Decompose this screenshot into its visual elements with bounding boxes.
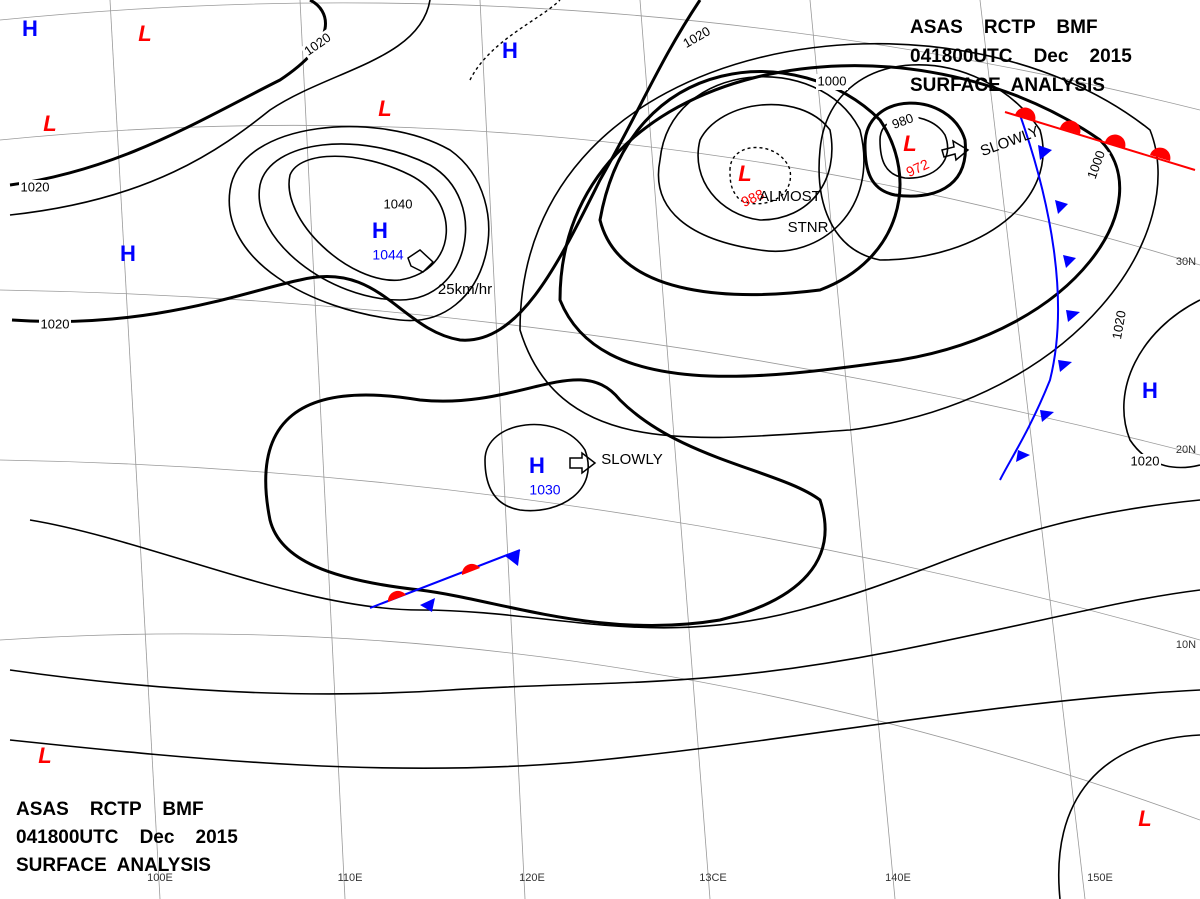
isobar-label: 1020 bbox=[41, 316, 70, 331]
isobars bbox=[9, 0, 1200, 899]
system-symbol: H bbox=[1142, 378, 1158, 403]
isobar-label-bg bbox=[300, 29, 336, 61]
header-line: SURFACE ANALYSIS bbox=[910, 75, 1105, 96]
latitude-label: 30N bbox=[1176, 256, 1196, 268]
system-pressure: 1030 bbox=[529, 482, 560, 498]
isobar-label: 1000 bbox=[818, 73, 847, 88]
annotation: ALMOST bbox=[759, 188, 821, 205]
system-symbol: L bbox=[43, 111, 56, 136]
latitude-label: 20N bbox=[1176, 444, 1196, 456]
system-pressure: 1044 bbox=[372, 247, 403, 263]
longitude-label: 100E bbox=[147, 872, 173, 884]
annotation: STNR bbox=[788, 219, 829, 236]
system-symbol: L bbox=[1138, 806, 1151, 831]
isobar-label-bg bbox=[1109, 307, 1131, 343]
longitude-label: 140E bbox=[885, 872, 911, 884]
system-symbol: L bbox=[903, 131, 916, 156]
isobar-label: 1040 bbox=[384, 196, 413, 211]
header-line: ASAS RCTP BMF bbox=[16, 799, 204, 820]
annotation: 25km/hr bbox=[438, 281, 492, 298]
longitude-label: 13CE bbox=[699, 872, 727, 884]
system-symbol: H bbox=[529, 453, 545, 478]
isobar-label: 1020 bbox=[21, 179, 50, 194]
longitude-label: 120E bbox=[519, 872, 545, 884]
header-line: 041800UTC Dec 2015 bbox=[16, 827, 238, 848]
isobar-label: 980 bbox=[890, 110, 916, 132]
longitude-label: 110E bbox=[338, 872, 363, 884]
latitude-label: 10N bbox=[1176, 639, 1196, 651]
fronts bbox=[369, 107, 1196, 612]
system-symbol: L bbox=[138, 21, 151, 46]
isobar-label-bg bbox=[39, 317, 71, 333]
motion-arrows bbox=[407, 139, 970, 475]
system-symbol: L bbox=[738, 161, 751, 186]
longitude-label: 150E bbox=[1087, 872, 1113, 884]
header-line: SURFACE ANALYSIS bbox=[16, 855, 211, 876]
system-symbol: H bbox=[22, 16, 38, 41]
system-symbol: H bbox=[120, 241, 136, 266]
header-line: 041800UTC Dec 2015 bbox=[910, 46, 1132, 67]
isobar-label: 1020 bbox=[1109, 309, 1129, 340]
system-symbol: H bbox=[502, 38, 518, 63]
isobar-label: 1020 bbox=[1131, 453, 1160, 468]
isobar-label-bg bbox=[382, 197, 414, 213]
system-symbol: L bbox=[38, 743, 51, 768]
header-line: ASAS RCTP BMF bbox=[910, 17, 1098, 38]
isobar-label-bg bbox=[816, 74, 848, 90]
isobar-label-bg bbox=[19, 180, 51, 196]
isobar-label-bg bbox=[1129, 454, 1161, 470]
annotation: SLOWLY bbox=[601, 451, 662, 468]
system-symbol: H bbox=[372, 218, 388, 243]
isobar-label-bg bbox=[679, 23, 715, 53]
isobar-label-bg bbox=[1084, 147, 1110, 183]
isobar-label-bg bbox=[885, 109, 921, 135]
system-symbol: L bbox=[378, 96, 391, 121]
